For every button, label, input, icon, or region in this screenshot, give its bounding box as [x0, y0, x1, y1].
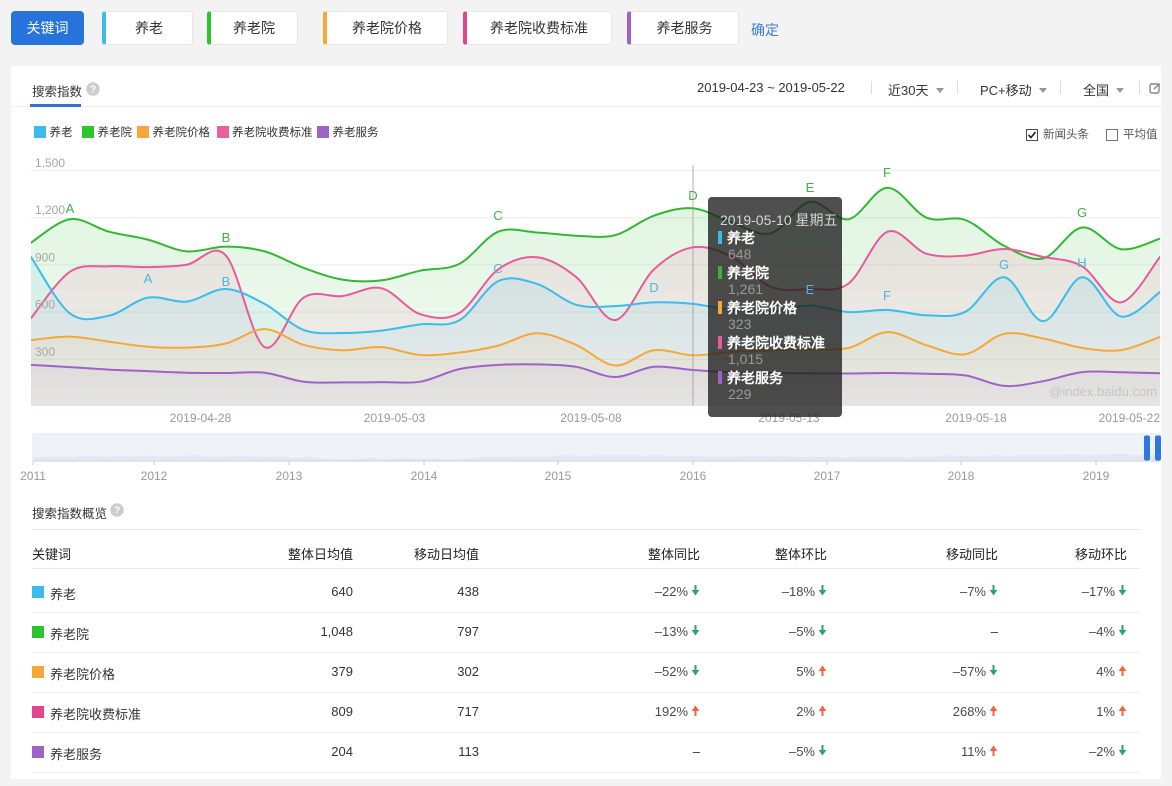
svg-text:900: 900 [35, 250, 55, 264]
svg-text:G: G [999, 257, 1009, 272]
svg-text:2019-05-18: 2019-05-18 [945, 411, 1007, 425]
svg-text:@index.baidu.com: @index.baidu.com [1049, 384, 1157, 399]
svg-text:2016: 2016 [680, 469, 707, 483]
svg-text:2019: 2019 [1083, 469, 1110, 483]
svg-text:E: E [806, 282, 815, 297]
svg-text:F: F [883, 288, 891, 303]
svg-text:2019-05-03: 2019-05-03 [364, 411, 426, 425]
svg-text:D: D [688, 188, 697, 203]
svg-text:C: C [493, 208, 502, 223]
svg-text:2018: 2018 [948, 469, 975, 483]
svg-text:?: ? [114, 506, 120, 517]
svg-text:600: 600 [35, 298, 55, 312]
svg-text:2017: 2017 [814, 469, 841, 483]
svg-text:B: B [222, 274, 231, 289]
svg-text:300: 300 [35, 345, 55, 359]
svg-text:2014: 2014 [411, 469, 438, 483]
svg-text:A: A [66, 201, 75, 216]
svg-text:?: ? [90, 85, 96, 96]
svg-text:2019-05-22: 2019-05-22 [1099, 411, 1161, 425]
svg-text:A: A [144, 271, 153, 286]
svg-text:2019-05-08: 2019-05-08 [560, 411, 622, 425]
svg-text:E: E [806, 180, 815, 195]
svg-text:2015: 2015 [545, 469, 572, 483]
svg-text:C: C [493, 261, 502, 276]
svg-text:2012: 2012 [141, 469, 168, 483]
svg-text:1,500: 1,500 [35, 156, 65, 170]
svg-text:H: H [1077, 255, 1086, 270]
svg-text:B: B [222, 230, 231, 245]
svg-text:1,200: 1,200 [35, 203, 65, 217]
svg-text:F: F [883, 165, 891, 180]
svg-text:2019-04-28: 2019-04-28 [170, 411, 232, 425]
svg-text:2013: 2013 [276, 469, 303, 483]
svg-text:G: G [1077, 205, 1087, 220]
svg-text:D: D [649, 280, 658, 295]
svg-text:2011: 2011 [20, 469, 46, 483]
